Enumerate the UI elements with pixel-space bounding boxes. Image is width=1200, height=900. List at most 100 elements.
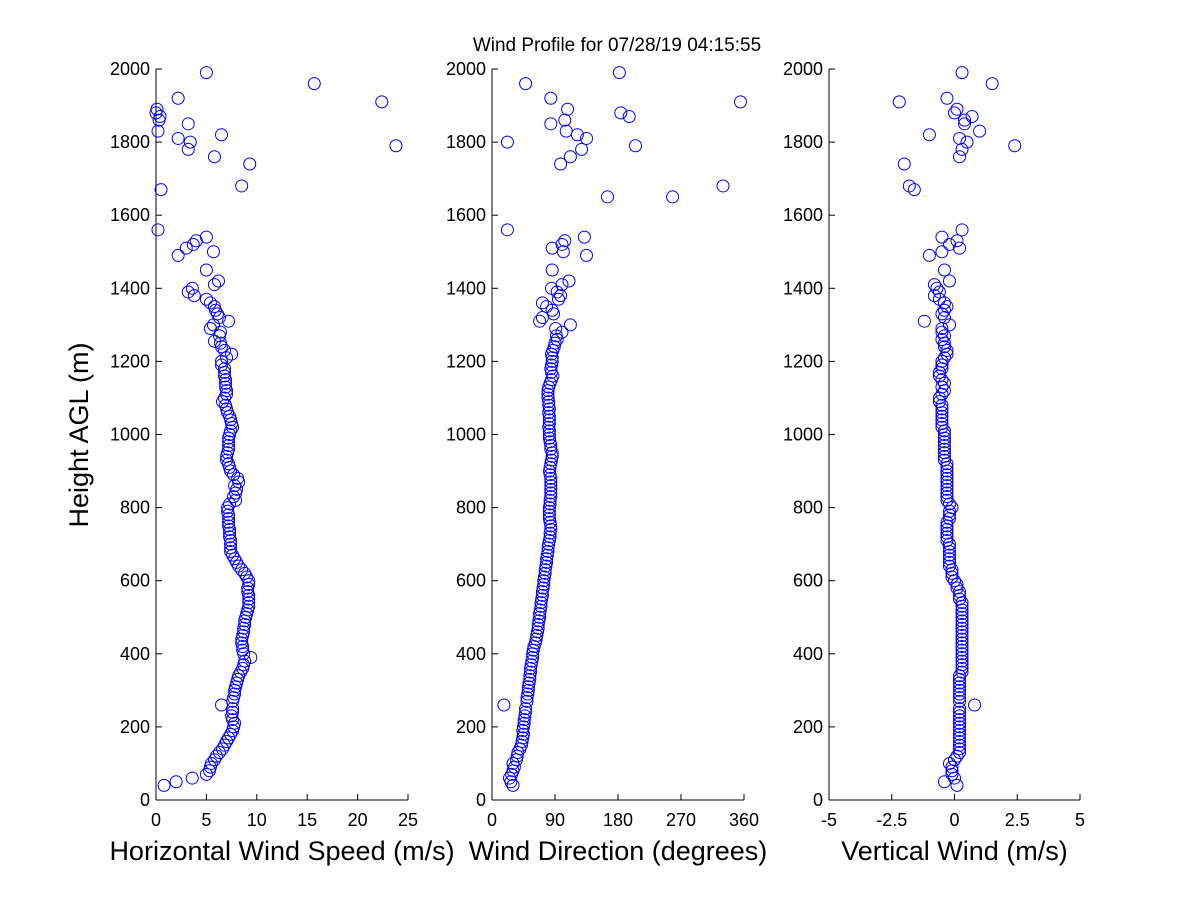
data-point bbox=[935, 332, 949, 346]
panel-vertical: 0 200 400 600 800 1000 1200 1400 1600 1800 2000 -5 -… bbox=[783, 59, 1085, 866]
data-point bbox=[622, 110, 636, 124]
data-point bbox=[1008, 139, 1022, 153]
data-point bbox=[892, 95, 906, 109]
data-point bbox=[222, 435, 236, 449]
data-point bbox=[945, 501, 959, 515]
data-point bbox=[734, 95, 747, 109]
data-point bbox=[230, 482, 244, 496]
data-point bbox=[950, 234, 964, 248]
data-point bbox=[935, 354, 949, 368]
data-point bbox=[937, 453, 951, 467]
data-point bbox=[917, 314, 931, 328]
x-tick-label: 5 bbox=[1075, 810, 1085, 830]
data-point bbox=[953, 735, 967, 749]
data-point bbox=[955, 625, 969, 639]
y-axis-label: Height AGL (m) bbox=[64, 342, 94, 527]
y-tick-label: 1600 bbox=[446, 205, 486, 225]
data-point bbox=[242, 574, 256, 588]
data-point bbox=[541, 387, 555, 401]
data-point bbox=[223, 530, 237, 544]
data-point bbox=[953, 720, 967, 734]
data-point bbox=[953, 131, 967, 145]
y-tick-label: 400 bbox=[120, 644, 150, 664]
data-point bbox=[218, 362, 232, 376]
y-tick-label: 200 bbox=[793, 717, 823, 737]
data-point bbox=[955, 632, 969, 646]
data-point bbox=[950, 581, 964, 595]
y-tick-label: 1000 bbox=[783, 425, 823, 445]
data-point bbox=[232, 559, 246, 573]
data-point bbox=[500, 135, 514, 149]
data-point bbox=[940, 91, 954, 105]
data-point bbox=[945, 760, 959, 774]
y-tick-label: 1600 bbox=[783, 205, 823, 225]
data-point bbox=[203, 296, 217, 310]
data-point bbox=[222, 512, 236, 526]
data-point bbox=[224, 424, 238, 438]
data-point bbox=[940, 471, 954, 485]
data-point bbox=[517, 716, 531, 730]
data-point bbox=[552, 292, 565, 306]
data-point bbox=[953, 694, 967, 708]
data-point bbox=[555, 237, 569, 251]
data-point bbox=[937, 435, 951, 449]
data-point bbox=[953, 742, 967, 756]
y-tick-label: 0 bbox=[140, 790, 150, 810]
data-point bbox=[207, 278, 221, 292]
data-point bbox=[231, 471, 245, 485]
data-point bbox=[543, 530, 557, 544]
data-point bbox=[940, 300, 954, 314]
data-point bbox=[375, 95, 389, 109]
x-tick-label: 0 bbox=[151, 810, 161, 830]
data-point bbox=[932, 285, 946, 299]
panel-direction: 0 200 400 600 800 1000 1200 1400 1600 1800 2000 0 90… bbox=[446, 59, 767, 866]
data-point bbox=[953, 731, 967, 745]
data-point bbox=[189, 234, 203, 248]
x-tick-label: 180 bbox=[603, 810, 633, 830]
y-tick-label: 200 bbox=[120, 717, 150, 737]
y-tick-label: 1600 bbox=[110, 205, 150, 225]
data-point bbox=[531, 621, 545, 635]
data-point bbox=[563, 318, 577, 332]
data-point bbox=[948, 753, 961, 767]
data-point bbox=[228, 716, 242, 730]
data-point bbox=[157, 778, 171, 792]
data-point bbox=[218, 391, 232, 405]
data-point bbox=[985, 77, 999, 91]
data-point bbox=[228, 687, 242, 701]
data-point bbox=[965, 110, 979, 124]
data-point bbox=[545, 263, 559, 277]
data-point bbox=[236, 643, 250, 657]
data-point bbox=[953, 687, 967, 701]
data-point bbox=[937, 263, 951, 277]
data-point bbox=[940, 479, 954, 493]
data-point bbox=[937, 351, 951, 365]
data-point bbox=[544, 117, 558, 131]
x-axis-label: Vertical Wind (m/s) bbox=[841, 836, 1068, 866]
y-tick-label: 1400 bbox=[110, 278, 150, 298]
data-point bbox=[942, 552, 956, 566]
y-tick-label: 1200 bbox=[110, 351, 150, 371]
data-point bbox=[543, 497, 557, 511]
data-point bbox=[563, 150, 577, 164]
data-point bbox=[958, 113, 972, 127]
data-point bbox=[218, 343, 232, 357]
data-point bbox=[171, 248, 185, 262]
data-point bbox=[953, 724, 967, 738]
data-point bbox=[497, 698, 511, 712]
data-point bbox=[955, 66, 969, 80]
data-point bbox=[544, 486, 558, 500]
data-point bbox=[542, 428, 556, 441]
data-point bbox=[932, 395, 946, 409]
data-point bbox=[222, 515, 236, 529]
data-point bbox=[519, 77, 533, 91]
data-point bbox=[666, 190, 680, 204]
data-point bbox=[227, 490, 241, 504]
data-point bbox=[953, 738, 967, 752]
data-point bbox=[222, 314, 236, 328]
data-point bbox=[940, 490, 954, 504]
data-point bbox=[519, 705, 533, 719]
data-point bbox=[937, 442, 951, 456]
